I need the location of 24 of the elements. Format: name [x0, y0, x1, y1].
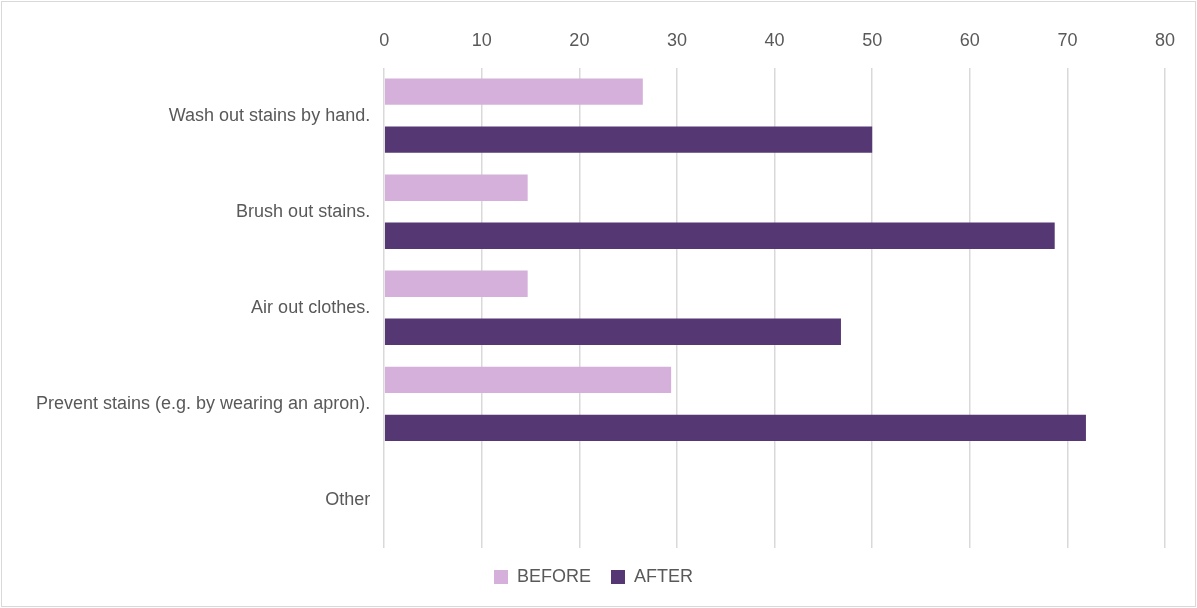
bar — [384, 366, 672, 394]
bar — [384, 78, 643, 105]
y-tick-label: Other — [325, 488, 371, 509]
y-tick-label: Wash out stains by hand. — [168, 104, 371, 125]
bar — [384, 270, 528, 297]
bar — [384, 126, 873, 153]
x-tick-label: 10 — [471, 29, 492, 50]
x-tick-label: 20 — [569, 29, 590, 50]
bar — [384, 318, 841, 346]
x-tick-label: 60 — [959, 29, 980, 50]
legend-label: AFTER — [634, 565, 694, 586]
x-tick-label: 40 — [764, 29, 785, 50]
y-tick-label: Prevent stains (e.g. by wearing an apron). — [35, 392, 371, 413]
bar — [384, 174, 528, 201]
y-tick-label: Brush out stains. — [236, 200, 371, 221]
x-tick-label: 80 — [1154, 29, 1176, 50]
x-tick-label: 70 — [1057, 29, 1078, 50]
bar — [384, 222, 1055, 249]
bar — [384, 414, 1086, 442]
x-tick-label: 30 — [666, 29, 687, 50]
y-tick-label: Air out clothes. — [251, 296, 371, 317]
legend-label: BEFORE — [516, 565, 592, 586]
x-tick-label: 50 — [862, 29, 883, 50]
x-tick-label: 0 — [379, 29, 390, 50]
